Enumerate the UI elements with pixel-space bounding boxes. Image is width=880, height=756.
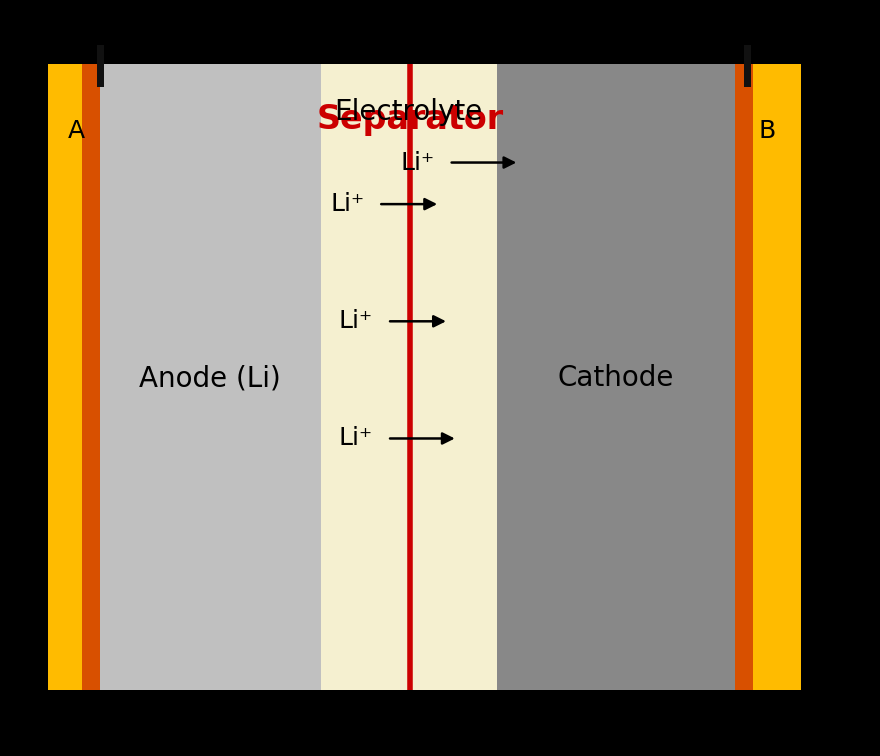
Text: Separator: Separator [317, 103, 503, 136]
Text: Li⁺: Li⁺ [339, 426, 373, 451]
Bar [100, 64, 321, 690]
Text: Li⁺: Li⁺ [400, 150, 435, 175]
Text: Electrolyte: Electrolyte [334, 98, 482, 126]
Bar [497, 64, 735, 690]
Bar [82, 64, 100, 690]
Bar [321, 64, 497, 690]
Text: Cathode: Cathode [558, 364, 674, 392]
Bar [744, 45, 751, 87]
Text: B: B [759, 119, 776, 143]
Text: Anode (Li): Anode (Li) [138, 364, 281, 392]
Bar [753, 64, 801, 690]
Text: Li⁺: Li⁺ [330, 192, 364, 216]
Text: Li⁺: Li⁺ [339, 309, 373, 333]
Bar [48, 64, 92, 690]
Bar [735, 64, 753, 690]
Bar [97, 45, 104, 87]
Text: A: A [69, 119, 85, 143]
